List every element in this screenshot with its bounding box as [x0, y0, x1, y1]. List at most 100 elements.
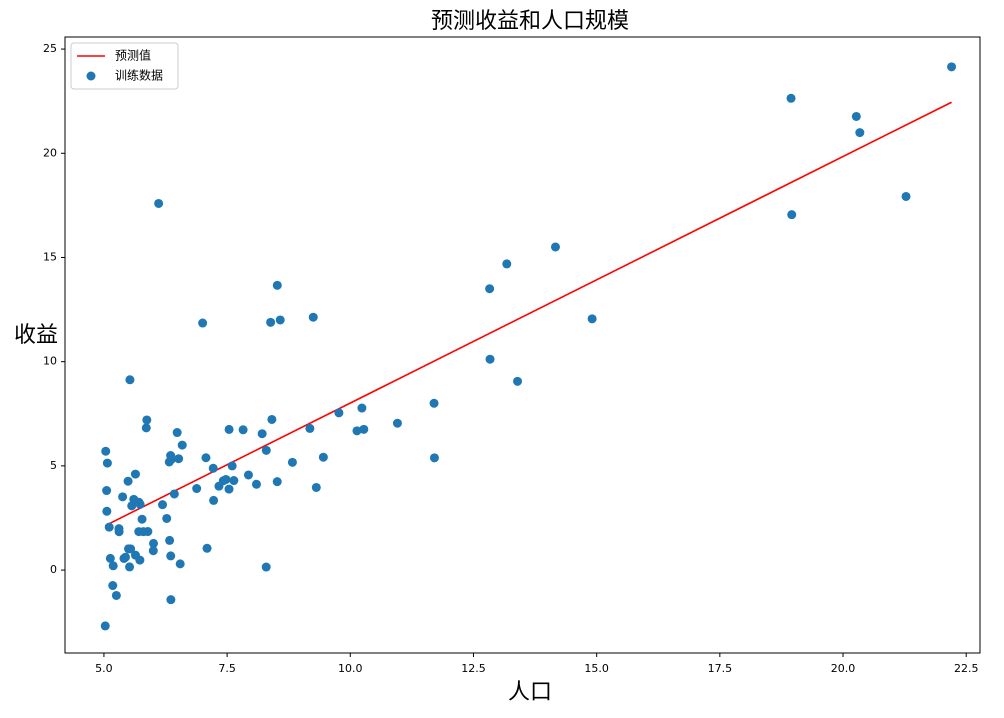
x-tick-label: 12.5: [461, 662, 486, 675]
data-point: [334, 408, 344, 418]
data-point: [587, 314, 597, 324]
data-point: [352, 426, 362, 436]
data-point: [485, 284, 495, 294]
data-point: [166, 451, 176, 461]
data-point: [208, 463, 218, 473]
data-point: [202, 543, 212, 553]
data-point: [174, 454, 184, 464]
data-point: [238, 425, 248, 435]
x-axis-label: 人口: [508, 680, 552, 705]
y-tick-label: 0: [50, 563, 57, 576]
data-point: [485, 354, 495, 364]
data-point: [272, 477, 282, 487]
data-point: [311, 482, 321, 492]
data-point: [166, 595, 176, 605]
data-point: [224, 424, 234, 434]
data-point: [261, 562, 271, 572]
data-point: [272, 280, 282, 290]
data-point: [114, 524, 124, 534]
data-point: [135, 499, 145, 509]
x-tick-label: 7.5: [218, 662, 236, 675]
data-point: [124, 544, 134, 554]
data-point: [261, 445, 271, 455]
data-point: [257, 429, 267, 439]
prediction-line: [104, 101, 952, 527]
data-point: [214, 481, 224, 491]
data-point: [851, 111, 861, 121]
data-point: [266, 317, 276, 327]
data-point: [229, 476, 239, 486]
data-point: [901, 191, 911, 201]
legend-label: 训练数据: [115, 68, 163, 83]
data-point: [125, 562, 135, 572]
data-point: [224, 484, 234, 494]
data-point: [429, 398, 439, 408]
data-point: [550, 242, 560, 252]
data-point: [192, 484, 202, 494]
y-tick-label: 25: [43, 42, 57, 55]
data-point: [135, 555, 145, 565]
x-tick-label: 5.0: [95, 662, 113, 675]
data-point: [102, 506, 112, 516]
data-point: [275, 315, 285, 325]
data-point: [201, 453, 211, 463]
data-point: [123, 476, 133, 486]
data-point: [359, 424, 369, 434]
data-point: [149, 538, 159, 548]
x-tick-label: 22.5: [954, 662, 979, 675]
data-point: [855, 128, 865, 138]
data-point: [129, 494, 139, 504]
data-point: [141, 423, 151, 433]
data-point: [111, 590, 121, 600]
y-axis-label: 收益: [14, 323, 58, 348]
data-point: [947, 62, 957, 72]
data-point: [209, 495, 219, 505]
data-point: [166, 551, 176, 561]
x-tick-label: 20.0: [831, 662, 856, 675]
data-point: [305, 423, 315, 433]
data-point: [787, 210, 797, 220]
data-point: [318, 452, 328, 462]
data-point: [198, 318, 208, 328]
data-point: [102, 458, 112, 468]
data-point: [158, 500, 168, 510]
data-point: [105, 553, 115, 563]
data-point: [251, 479, 261, 489]
legend-marker: [86, 71, 96, 81]
data-point: [120, 552, 130, 562]
data-point: [169, 489, 179, 499]
data-point: [243, 470, 253, 480]
data-point: [154, 198, 164, 208]
x-tick-label: 17.5: [708, 662, 733, 675]
data-point: [130, 469, 140, 479]
y-tick-label: 5: [50, 459, 57, 472]
data-point: [104, 522, 114, 532]
data-point: [267, 414, 277, 424]
data-point: [172, 428, 182, 438]
legend-box: [70, 42, 179, 90]
data-point: [108, 561, 118, 571]
data-point: [513, 376, 523, 386]
data-point: [227, 461, 237, 471]
data-point: [392, 418, 402, 428]
data-point: [148, 546, 158, 556]
data-point: [308, 312, 318, 322]
chart-title: 预测收益和人口规模: [431, 9, 629, 34]
data-point: [134, 527, 144, 537]
data-point: [175, 559, 185, 569]
data-point: [165, 535, 175, 545]
data-point: [162, 513, 172, 523]
data-point: [786, 93, 796, 103]
y-tick-label: 15: [43, 250, 57, 263]
plot-frame: [64, 36, 981, 654]
data-point: [108, 581, 118, 591]
data-point: [102, 486, 112, 496]
data-point: [101, 446, 111, 456]
y-tick-label: 10: [43, 355, 57, 368]
legend-label: 预测值: [115, 48, 151, 63]
data-point: [142, 415, 152, 425]
data-point: [177, 440, 187, 450]
x-tick-label: 15.0: [584, 662, 609, 675]
data-point: [118, 492, 128, 502]
